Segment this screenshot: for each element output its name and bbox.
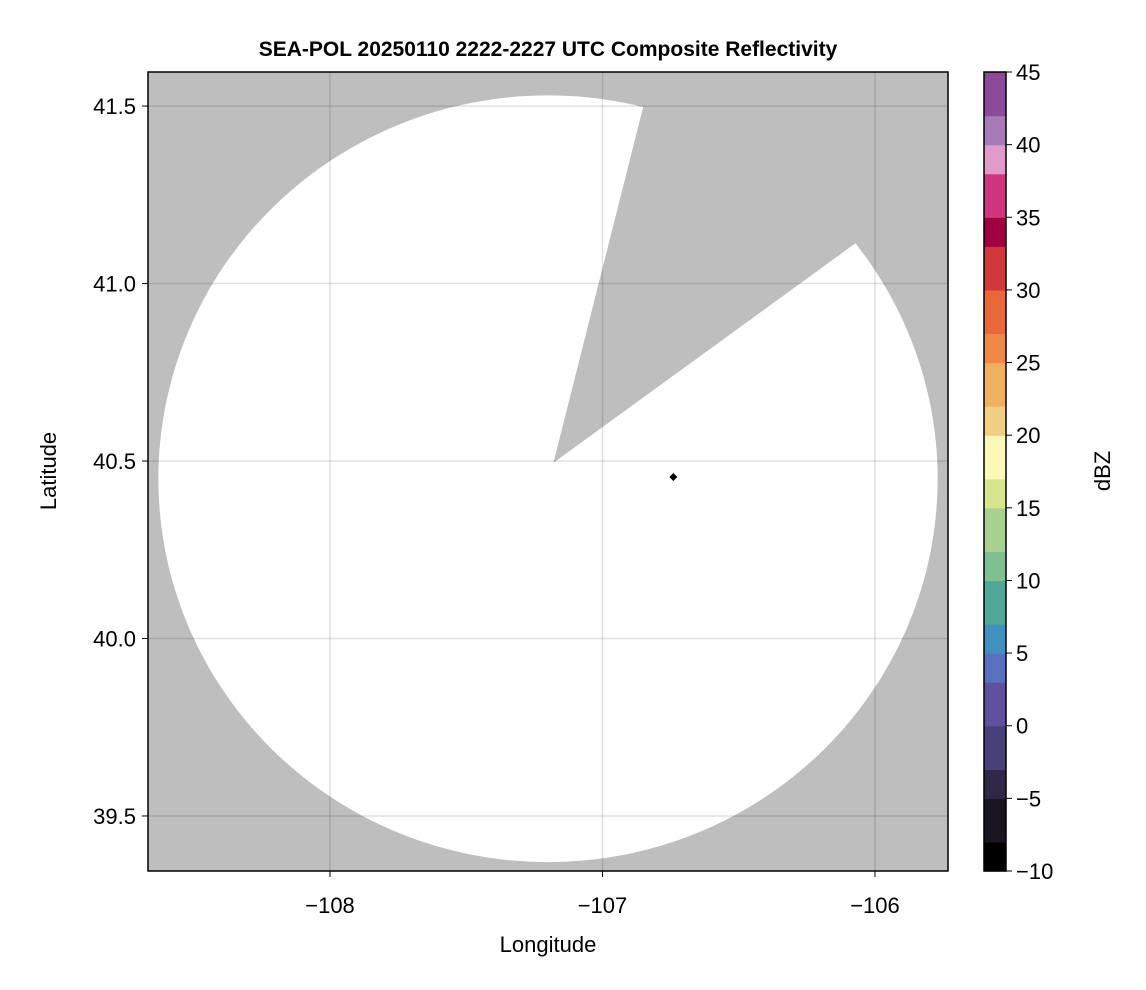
y-tick-label: 39.5 [93,804,136,829]
colorbar-segment [984,493,1006,509]
colorbar-segment [984,72,1006,88]
plot-area [148,72,948,871]
colorbar-segment [984,449,1006,465]
colorbar-segment [984,609,1006,625]
x-tick-label: −108 [305,893,355,918]
colorbar-segment [984,101,1006,117]
y-tick-label: 40.5 [93,449,136,474]
colorbar-segment [984,130,1006,146]
colorbar-tick-label: 15 [1016,496,1040,521]
colorbar-tick-label: 40 [1016,133,1040,158]
colorbar-segment [984,362,1006,378]
colorbar-segment [984,653,1006,669]
colorbar-segment [984,827,1006,843]
colorbar-tick-label: 35 [1016,205,1040,230]
colorbar-segment [984,754,1006,770]
colorbar: −10 −5 0 5 10 15 20 25 30 35 40 45 [983,60,1053,884]
x-tick-label: −106 [850,893,900,918]
colorbar-segment [984,841,1006,858]
colorbar-segment [984,348,1006,364]
colorbar-segment [984,173,1006,189]
colorbar-segment [984,188,1006,204]
colorbar-segment [984,217,1006,233]
plot-frame [147,71,949,872]
colorbar-segment [984,144,1006,160]
colorbar-segment [984,435,1006,451]
colorbar-segment [984,783,1006,799]
data-layer [148,72,948,871]
colorbar-segment [984,246,1006,262]
y-tick-label: 40.0 [93,627,136,652]
colorbar-tick-label: −5 [1016,786,1041,811]
y-tick-label: 41.5 [93,94,136,119]
x-axis-label: Longitude [500,932,597,957]
colorbar-segment [984,580,1006,596]
colorbar-tick-label: 45 [1016,60,1040,85]
colorbar-segment [984,391,1006,407]
colorbar-segment [984,551,1006,567]
colorbar-segment [984,769,1006,785]
colorbar-segment [984,420,1006,436]
axes: −108 −107 −106 39.5 40.0 40.5 41.0 41.5 [93,71,949,918]
y-axis-label: Latitude [36,432,61,510]
location-marker [669,473,678,482]
colorbar-segment [984,478,1006,494]
colorbar-segment [984,406,1006,422]
colorbar-segment [984,624,1006,640]
colorbar-tick-label: 25 [1016,351,1040,376]
colorbar-segment [984,740,1006,756]
blocked-sector [553,72,948,463]
colorbar-frame [983,71,1007,872]
colorbar-segment [984,565,1006,582]
colorbar-segment [984,594,1006,611]
colorbar-segment [984,812,1006,829]
colorbar-segment [984,464,1006,480]
colorbar-segment [984,522,1006,538]
colorbar-segment [984,377,1006,393]
colorbar-segment [984,638,1006,654]
colorbar-label: dBZ [1090,451,1115,491]
colorbar-segment [984,159,1006,175]
colorbar-segment [984,275,1006,291]
x-tick-label: −107 [578,893,628,918]
colorbar-segment [984,260,1006,276]
colorbar-tick-label: 5 [1016,641,1028,666]
colorbar-tick-label: 20 [1016,423,1040,448]
chart-title: SEA-POL 20250110 2222-2227 UTC Composite… [259,38,838,61]
colorbar-tick-label: 10 [1016,568,1040,593]
colorbar-segment [984,231,1006,247]
colorbar-segment [984,725,1006,741]
colorbar-segment [984,202,1006,218]
colorbar-segment [984,507,1006,523]
colorbar-segment [984,115,1006,131]
y-tick-label: 41.0 [93,272,136,297]
colorbar-segment [984,318,1006,335]
colorbar-tick-label: 30 [1016,278,1040,303]
colorbar-segment [984,667,1006,683]
colorbar-segment [984,798,1006,814]
colorbar-segment [984,696,1006,712]
colorbar-segment [984,711,1006,727]
colorbar-tick-label: −10 [1016,859,1053,884]
colorbar-segment [984,333,1006,349]
colorbar-segment [984,289,1006,306]
colorbar-segment [984,682,1006,698]
colorbar-segment [984,304,1006,320]
colorbar-segment [984,536,1006,552]
colorbar-segment [984,856,1006,872]
colorbar-tick-label: 0 [1016,714,1028,739]
colorbar-segment [984,86,1006,102]
